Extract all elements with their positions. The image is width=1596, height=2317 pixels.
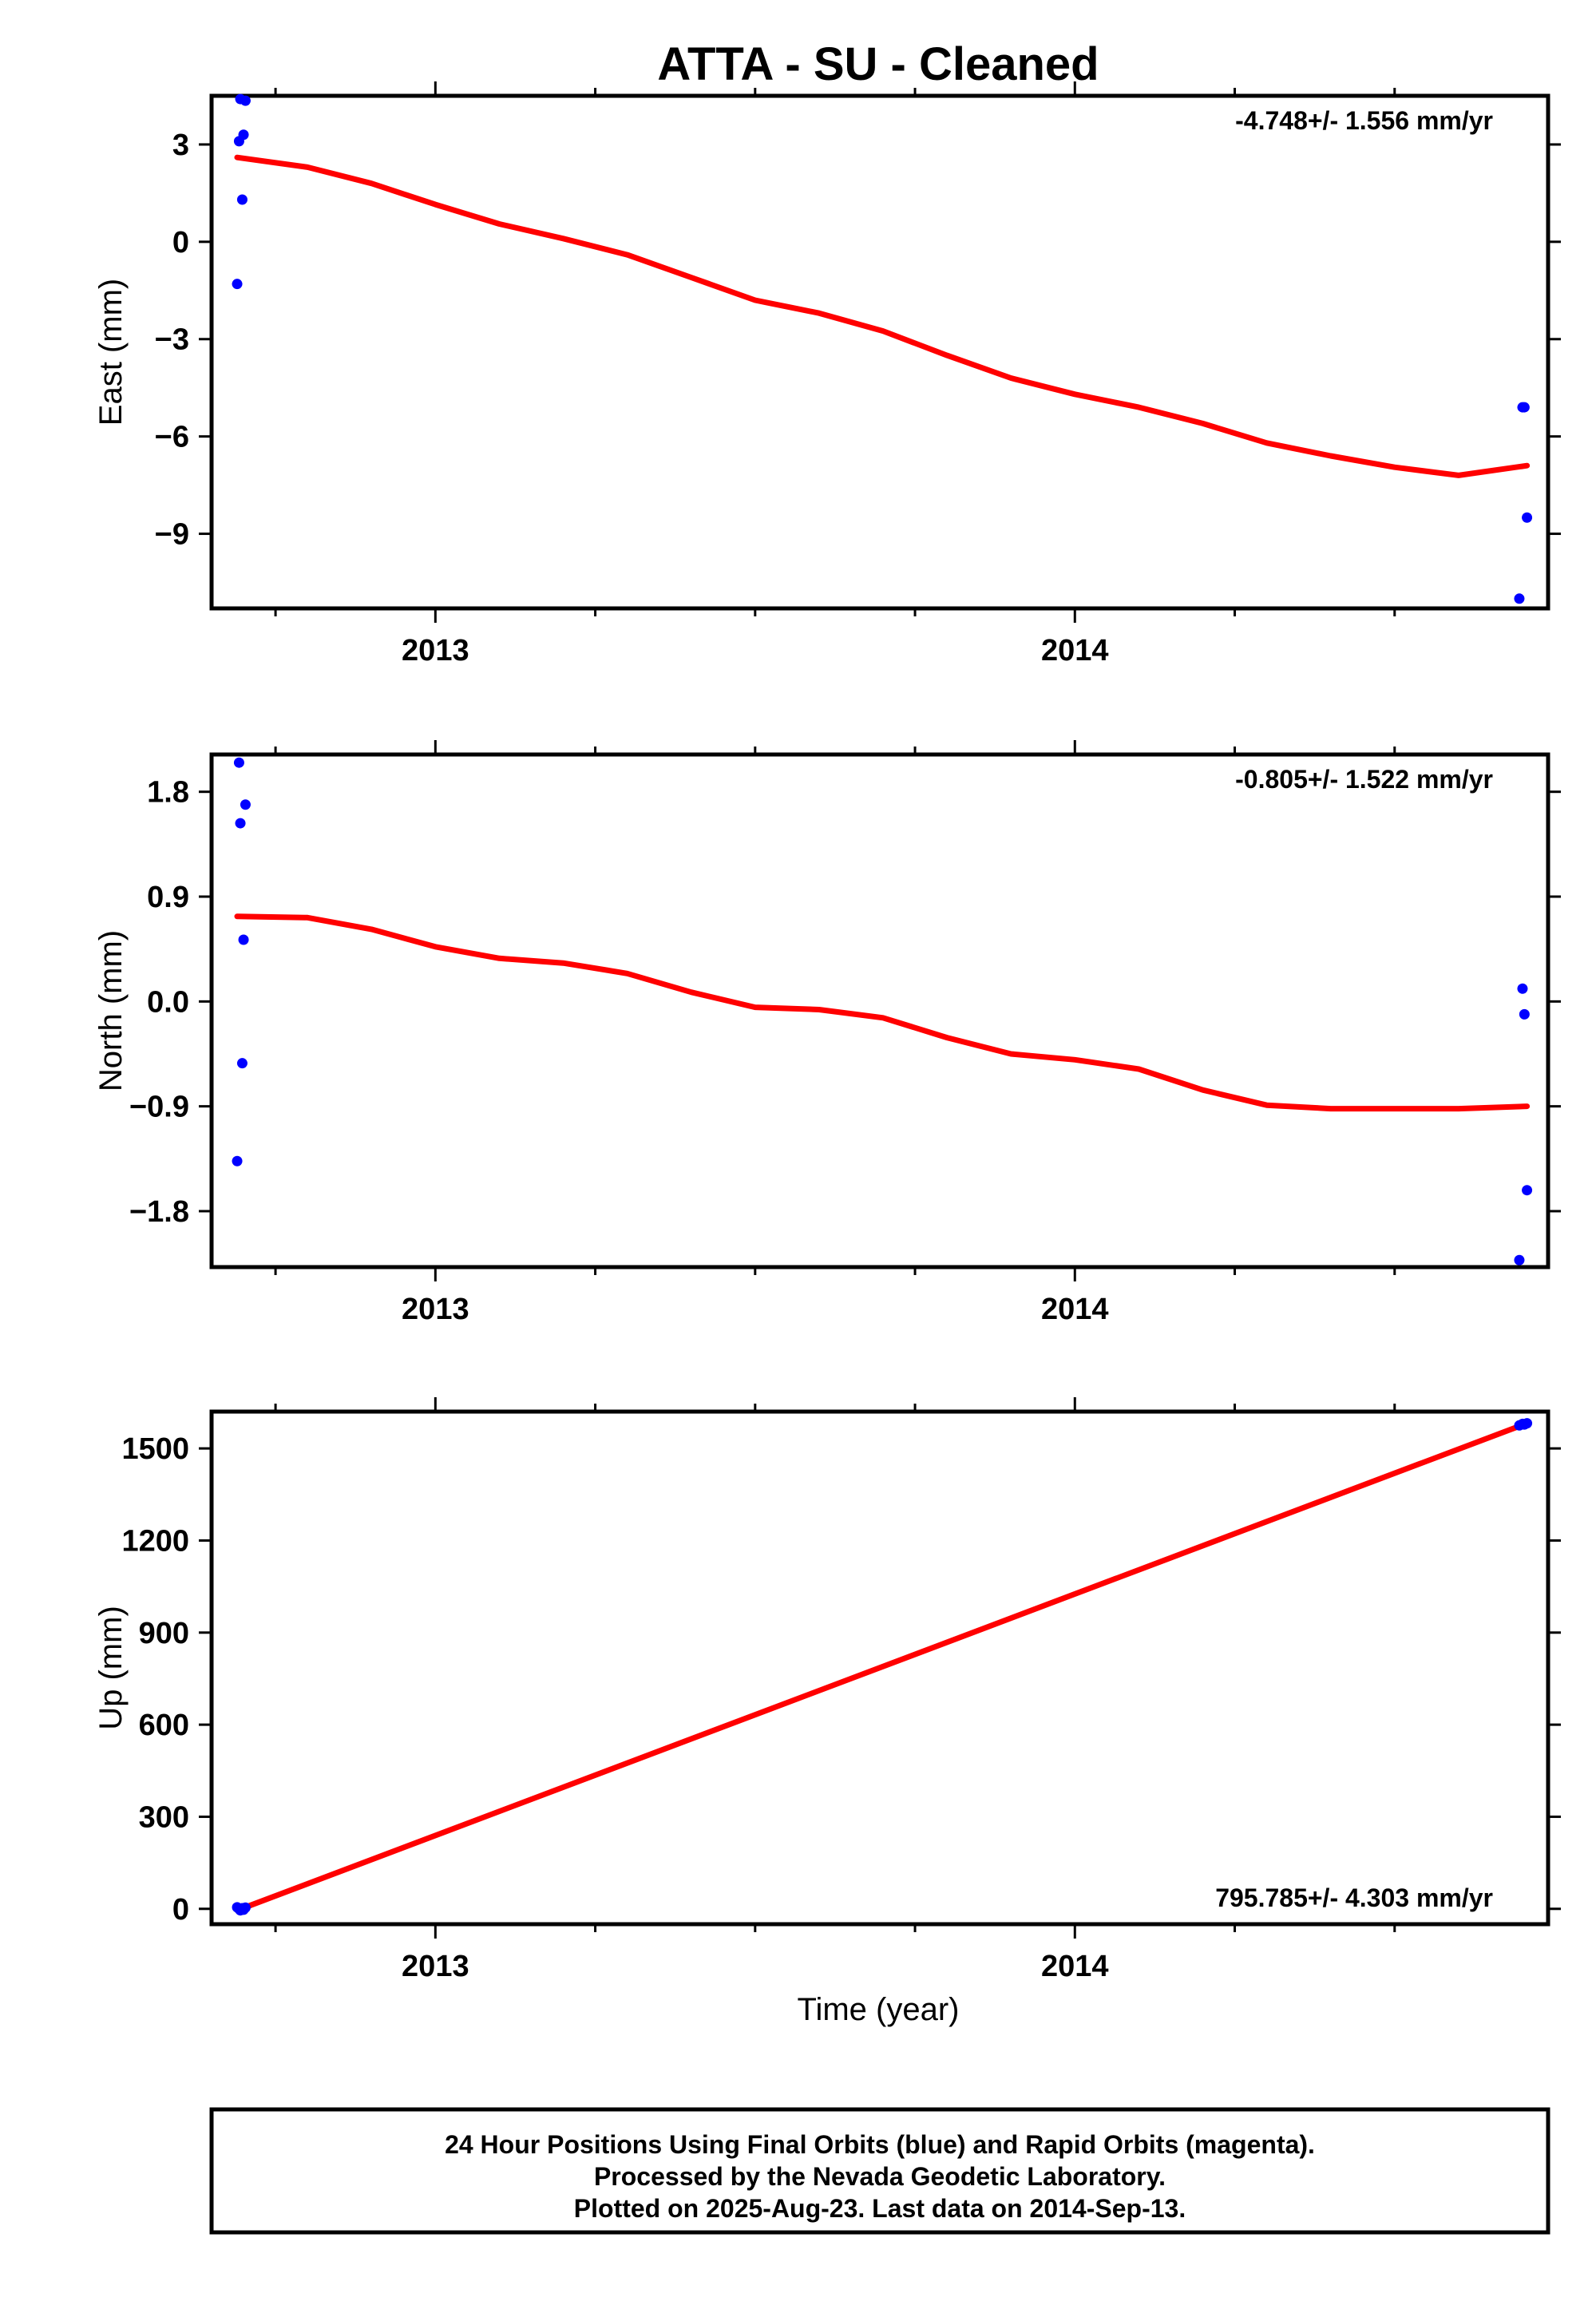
y-tick-label: 3 [172, 129, 189, 162]
data-point [1514, 593, 1525, 604]
trend-fit-line [234, 154, 1531, 478]
x-tick-label: 2014 [1041, 1293, 1109, 1326]
y-axis-label: Up (mm) [93, 1606, 129, 1730]
rate-annotation: -0.805+/- 1.522 mm/yr [1235, 765, 1493, 794]
data-point [1519, 402, 1530, 413]
data-point [235, 818, 246, 829]
y-tick-label: 0.0 [147, 985, 189, 1019]
data-point [1522, 512, 1533, 523]
y-tick-label: −1.8 [129, 1195, 189, 1229]
y-tick-label: 1500 [121, 1432, 189, 1466]
up-panel: 1500 1200 900 600 300 0 2013 2014 Up (mm) 795.785… [93, 1397, 1561, 1983]
data-point [1522, 1418, 1533, 1429]
data-point [240, 1902, 251, 1913]
y-tick-label: −0.9 [129, 1091, 189, 1124]
data-point [236, 1058, 248, 1069]
rate-annotation: -4.748+/- 1.556 mm/yr [1235, 106, 1493, 135]
footer-line-3: Plotted on 2025-Aug-23. Last data on 201… [574, 2194, 1186, 2223]
data-point [232, 279, 243, 290]
y-tick-label: 1.8 [147, 776, 189, 810]
y-tick-label: 1200 [121, 1524, 189, 1558]
x-tick-label: 2013 [402, 1293, 469, 1326]
data-point [240, 799, 251, 810]
x-tick-label: 2013 [402, 1950, 469, 1983]
data-point [1514, 1254, 1525, 1265]
y-tick-label: 600 [139, 1709, 189, 1742]
y-tick-label: 900 [139, 1617, 189, 1650]
data-point [1519, 1008, 1530, 1020]
plot-frame [209, 93, 1550, 611]
figure-title: ATTA - SU - Cleaned [657, 38, 1099, 90]
footer-line-1: 24 Hour Positions Using Final Orbits (bl… [445, 2130, 1315, 2159]
footer-box: 24 Hour Positions Using Final Orbits (bl… [209, 2107, 1550, 2235]
footer-line-2: Processed by the Nevada Geodetic Laborat… [594, 2162, 1166, 2191]
y-tick-label: −9 [155, 518, 189, 552]
plot-frame [209, 1409, 1550, 1927]
y-tick-label: 300 [139, 1800, 189, 1834]
y-tick-label: −6 [155, 421, 189, 454]
x-tick-label: 2014 [1041, 1950, 1109, 1983]
y-tick-label: 0 [172, 1893, 189, 1927]
data-point [1517, 983, 1528, 994]
x-tick-label: 2014 [1041, 634, 1109, 667]
y-axis-label: East (mm) [93, 279, 129, 426]
x-axis-label: Time (year) [798, 1992, 960, 2027]
north-panel: 1.8 0.9 0.0 −0.9 −1.8 2013 2014 North (mm) -0.80… [93, 740, 1561, 1326]
y-axis-label: North (mm) [93, 930, 129, 1091]
data-point [1522, 1185, 1533, 1196]
data-point [238, 129, 249, 141]
x-tick-label: 2013 [402, 634, 469, 667]
data-point [240, 95, 251, 106]
data-point [238, 934, 249, 945]
y-tick-label: 0 [172, 226, 189, 259]
y-tick-label: −3 [155, 323, 189, 357]
plot-frame [209, 752, 1550, 1269]
rate-annotation: 795.785+/- 4.303 mm/yr [1215, 1883, 1493, 1912]
trend-fit-line [234, 1420, 1531, 1914]
y-tick-label: 0.9 [147, 881, 189, 914]
data-point [232, 1155, 243, 1166]
trend-fit-line [234, 913, 1531, 1112]
data-point [236, 194, 248, 205]
east-panel: 3 0 −3 −6 −9 2013 2014 East (mm) -4.748+/- 1.556… [93, 81, 1561, 667]
data-point [233, 757, 244, 768]
